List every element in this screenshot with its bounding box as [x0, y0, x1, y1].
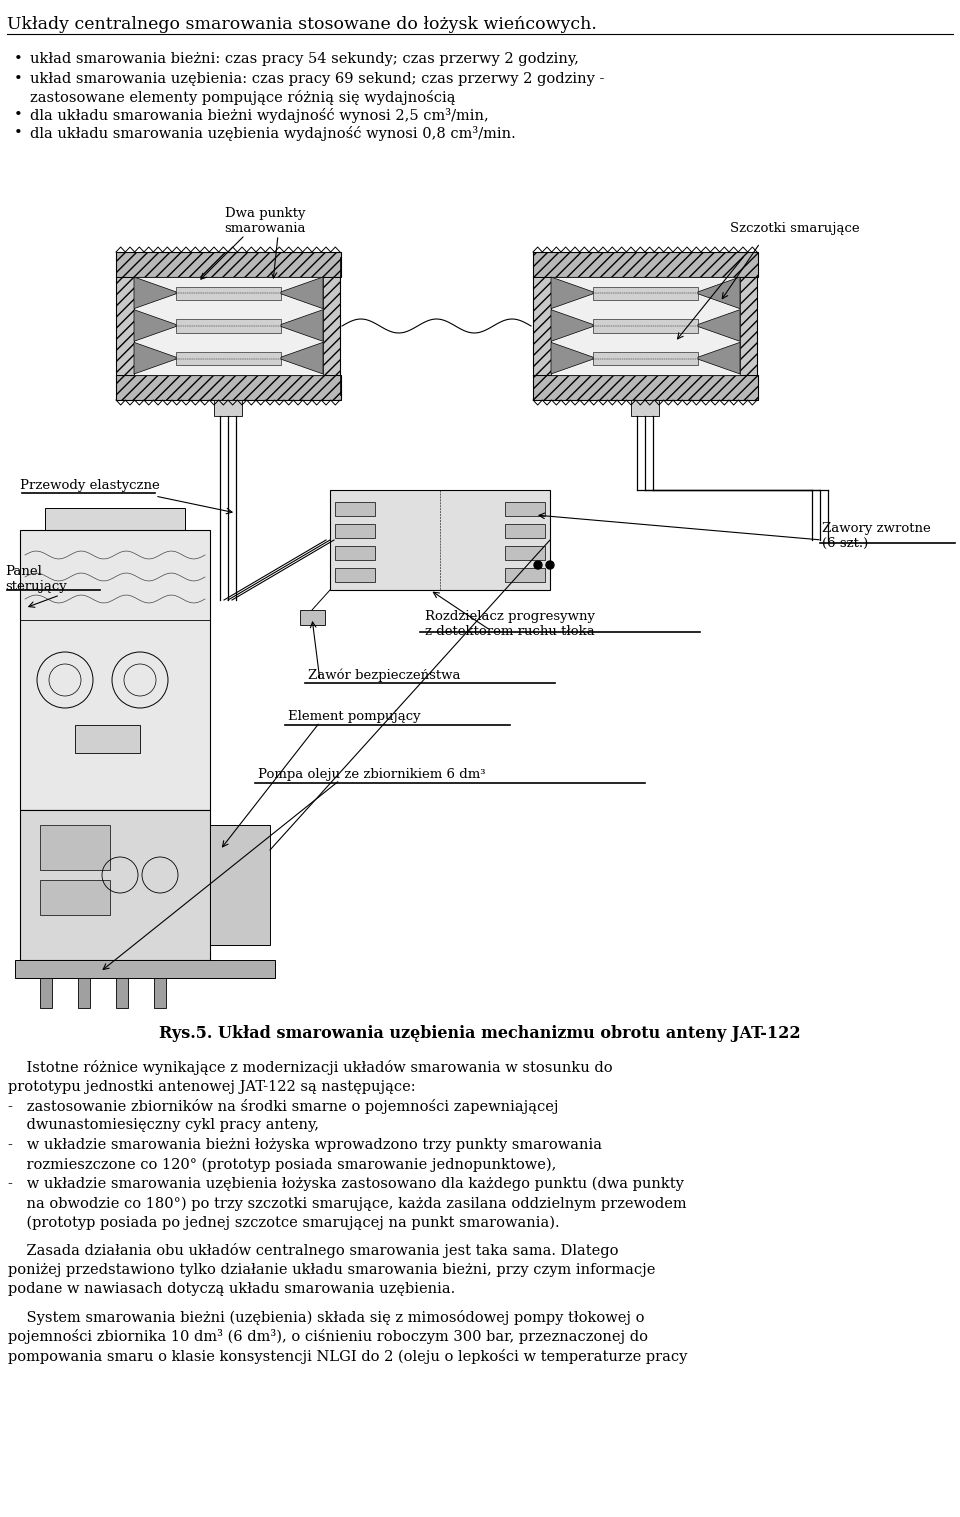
Text: -   zastosowanie zbiorników na środki smarne o pojemności zapewniającej: - zastosowanie zbiorników na środki smar… [8, 1098, 559, 1113]
Polygon shape [551, 309, 593, 341]
Bar [75, 725, 140, 752]
Text: Element pompujący: Element pompujący [288, 710, 420, 724]
Text: Zawór bezpieczeństwa: Zawór bezpieczeństwa [308, 667, 461, 681]
Bar [505, 567, 545, 583]
Text: -   w układzie smarowania uzębienia łożyska zastosowano dla każdego punktu (dwa : - w układzie smarowania uzębienia łożysk… [8, 1177, 684, 1191]
Text: rozmieszczone co 120° (prototyp posiada smarowanie jednopunktowe),: rozmieszczone co 120° (prototyp posiada … [8, 1157, 557, 1173]
Bar [40, 880, 110, 915]
Text: (prototyp posiada po jednej szczotce smarującej na punkt smarowania).: (prototyp posiada po jednej szczotce sma… [8, 1217, 560, 1230]
Polygon shape [134, 343, 176, 375]
Bar [176, 287, 281, 300]
Text: pojemności zbiornika 10 dm³ (6 dm³), o ciśnieniu roboczym 300 bar, przeznaczonej: pojemności zbiornika 10 dm³ (6 dm³), o c… [8, 1329, 648, 1344]
Bar [322, 278, 340, 375]
Bar [335, 523, 375, 539]
Bar [214, 400, 242, 416]
Bar [593, 352, 698, 366]
Polygon shape [551, 278, 593, 308]
Text: •: • [14, 126, 23, 140]
Text: Pompa oleju ze zbiornikiem 6 dm³: Pompa oleju ze zbiornikiem 6 dm³ [258, 768, 486, 781]
Polygon shape [281, 309, 323, 341]
Text: System smarowania bieżni (uzębienia) składa się z mimosódowej pompy tłokowej o: System smarowania bieżni (uzębienia) skł… [8, 1311, 644, 1324]
Bar [176, 352, 281, 366]
Text: Dwa punkty
smarowania: Dwa punkty smarowania [225, 206, 305, 235]
Polygon shape [134, 278, 176, 308]
Text: •: • [14, 52, 23, 67]
Bar [154, 978, 166, 1007]
Text: Istotne różnice wynikające z modernizacji układów smarowania w stosunku do: Istotne różnice wynikające z modernizacj… [8, 1060, 612, 1076]
Text: podane w nawiasach dotyczą układu smarowania uzębienia.: podane w nawiasach dotyczą układu smarow… [8, 1282, 455, 1297]
Text: Rozdzielacz progresywny
z detektorem ruchu tłoka: Rozdzielacz progresywny z detektorem ruc… [425, 610, 595, 639]
Text: Zasada działania obu układów centralnego smarowania jest taka sama. Dlatego: Zasada działania obu układów centralnego… [8, 1244, 618, 1259]
Bar [20, 810, 210, 960]
Bar [593, 320, 698, 332]
Bar [335, 567, 375, 583]
Text: prototypu jednostki antenowej JAT-122 są następujące:: prototypu jednostki antenowej JAT-122 są… [8, 1080, 416, 1094]
Text: na obwodzie co 180°) po trzy szczotki smarujące, każda zasilana oddzielnym przew: na obwodzie co 180°) po trzy szczotki sm… [8, 1197, 686, 1211]
Bar [176, 320, 281, 332]
Polygon shape [134, 309, 176, 341]
Bar [335, 546, 375, 560]
Text: •: • [14, 71, 23, 86]
Text: układ smarowania uzębienia: czas pracy 69 sekund; czas przerwy 2 godziny -: układ smarowania uzębienia: czas pracy 6… [30, 71, 605, 86]
Polygon shape [698, 309, 740, 341]
Bar [533, 278, 551, 375]
Bar [116, 252, 341, 278]
Bar [505, 523, 545, 539]
Polygon shape [281, 343, 323, 375]
Text: Układy centralnego smarowania stosowane do łożysk wieńcowych.: Układy centralnego smarowania stosowane … [7, 17, 597, 33]
Bar [116, 278, 134, 375]
Text: Przewody elastyczne: Przewody elastyczne [20, 479, 159, 492]
Bar [505, 502, 545, 516]
Text: zastosowane elementy pompujące różnią się wydajnością: zastosowane elementy pompujące różnią si… [30, 90, 455, 105]
Bar [116, 978, 128, 1007]
Text: poniżej przedstawiono tylko działanie układu smarowania bieżni, przy czym inform: poniżej przedstawiono tylko działanie uk… [8, 1264, 656, 1277]
Bar [45, 508, 185, 529]
Text: Rys.5. Układ smarowania uzębienia mechanizmu obrotu anteny JAT-122: Rys.5. Układ smarowania uzębienia mechan… [159, 1025, 801, 1042]
Text: dwunastomiesięczny cykl pracy anteny,: dwunastomiesięczny cykl pracy anteny, [8, 1118, 319, 1133]
Text: •: • [14, 108, 23, 121]
Bar [134, 278, 323, 375]
Polygon shape [698, 343, 740, 375]
Text: Zawory zwrotne
(6 szt.): Zawory zwrotne (6 szt.) [822, 522, 931, 551]
Bar [15, 960, 275, 978]
Circle shape [546, 561, 554, 569]
Bar [533, 252, 758, 278]
Bar [739, 278, 757, 375]
Bar [210, 825, 270, 945]
Bar [631, 400, 659, 416]
Bar [20, 529, 210, 810]
Text: Szczotki smarujące: Szczotki smarujące [730, 221, 859, 235]
Bar [40, 978, 52, 1007]
Bar [335, 502, 375, 516]
Text: -   w układzie smarowania bieżni łożyska wprowadzono trzy punkty smarowania: - w układzie smarowania bieżni łożyska w… [8, 1138, 602, 1151]
Bar [533, 375, 758, 400]
Bar [300, 610, 325, 625]
Bar [551, 278, 740, 375]
Text: dla układu smarowania uzębienia wydajność wynosi 0,8 cm³/min.: dla układu smarowania uzębienia wydajnoś… [30, 126, 516, 141]
Bar [330, 490, 550, 590]
Bar [593, 287, 698, 300]
Circle shape [534, 561, 542, 569]
Polygon shape [551, 343, 593, 375]
Bar [116, 375, 341, 400]
Polygon shape [281, 278, 323, 308]
Text: pompowania smaru o klasie konsystencji NLGI do 2 (oleju o lepkości w temperaturz: pompowania smaru o klasie konsystencji N… [8, 1349, 687, 1364]
Bar [78, 978, 90, 1007]
Bar [40, 825, 110, 871]
Polygon shape [698, 278, 740, 308]
Text: układ smarowania bieżni: czas pracy 54 sekundy; czas przerwy 2 godziny,: układ smarowania bieżni: czas pracy 54 s… [30, 52, 579, 67]
Text: dla układu smarowania bieżni wydajność wynosi 2,5 cm³/min,: dla układu smarowania bieżni wydajność w… [30, 108, 489, 123]
Text: Panel
sterujący: Panel sterujący [5, 564, 67, 593]
Bar [505, 546, 545, 560]
